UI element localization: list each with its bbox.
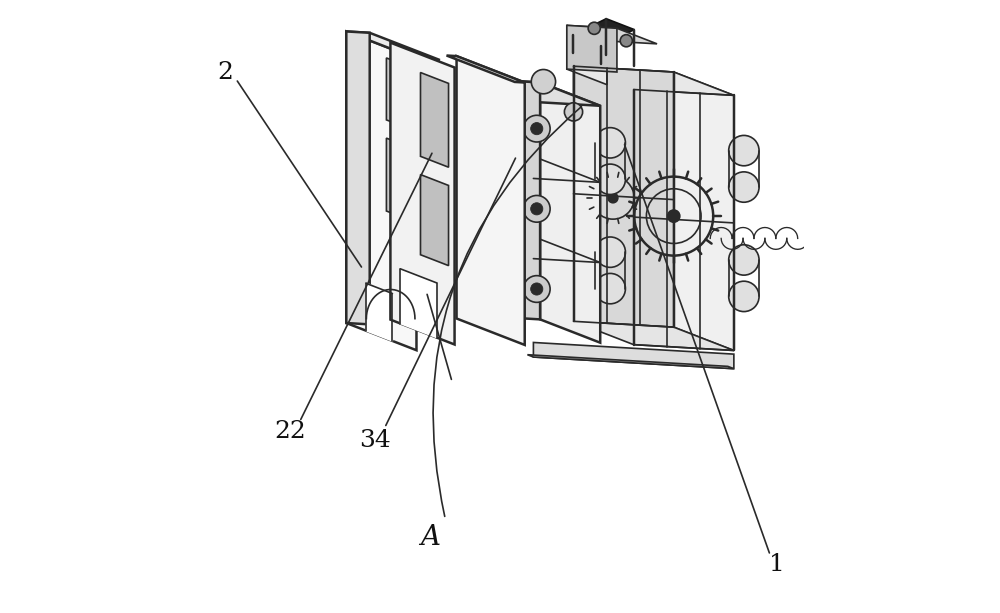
- Polygon shape: [346, 31, 416, 350]
- Circle shape: [595, 164, 625, 194]
- Polygon shape: [567, 25, 607, 85]
- Polygon shape: [574, 321, 734, 351]
- Polygon shape: [346, 31, 370, 324]
- Polygon shape: [540, 83, 600, 343]
- Polygon shape: [346, 31, 440, 60]
- Circle shape: [729, 281, 759, 311]
- Circle shape: [668, 210, 680, 222]
- Circle shape: [608, 193, 618, 203]
- Circle shape: [595, 128, 625, 158]
- Circle shape: [595, 237, 625, 267]
- Circle shape: [531, 283, 543, 295]
- Polygon shape: [366, 283, 392, 341]
- Polygon shape: [573, 19, 634, 46]
- Circle shape: [729, 245, 759, 275]
- Polygon shape: [574, 66, 734, 96]
- Polygon shape: [473, 78, 540, 319]
- Polygon shape: [400, 269, 437, 338]
- Circle shape: [531, 123, 543, 135]
- Circle shape: [531, 69, 556, 94]
- Circle shape: [588, 22, 600, 34]
- Circle shape: [564, 103, 583, 121]
- Polygon shape: [674, 72, 734, 351]
- Text: 34: 34: [360, 428, 391, 452]
- Polygon shape: [457, 56, 525, 345]
- Text: A: A: [420, 524, 440, 551]
- Circle shape: [523, 196, 550, 222]
- Circle shape: [390, 231, 411, 253]
- Circle shape: [595, 273, 625, 304]
- Polygon shape: [567, 25, 657, 44]
- Polygon shape: [527, 355, 734, 368]
- Polygon shape: [574, 66, 674, 327]
- Text: 22: 22: [275, 419, 306, 443]
- Polygon shape: [447, 56, 525, 83]
- Polygon shape: [390, 43, 455, 345]
- Polygon shape: [567, 25, 617, 72]
- Polygon shape: [420, 72, 449, 167]
- Text: 1: 1: [769, 553, 784, 576]
- Polygon shape: [533, 343, 734, 368]
- Polygon shape: [473, 78, 600, 106]
- Circle shape: [523, 115, 550, 142]
- Polygon shape: [386, 58, 410, 129]
- Polygon shape: [386, 138, 410, 220]
- Circle shape: [729, 172, 759, 202]
- Circle shape: [620, 35, 632, 47]
- Polygon shape: [420, 175, 449, 265]
- Circle shape: [523, 276, 550, 302]
- Circle shape: [729, 135, 759, 166]
- Circle shape: [531, 203, 543, 215]
- Text: 2: 2: [217, 61, 233, 84]
